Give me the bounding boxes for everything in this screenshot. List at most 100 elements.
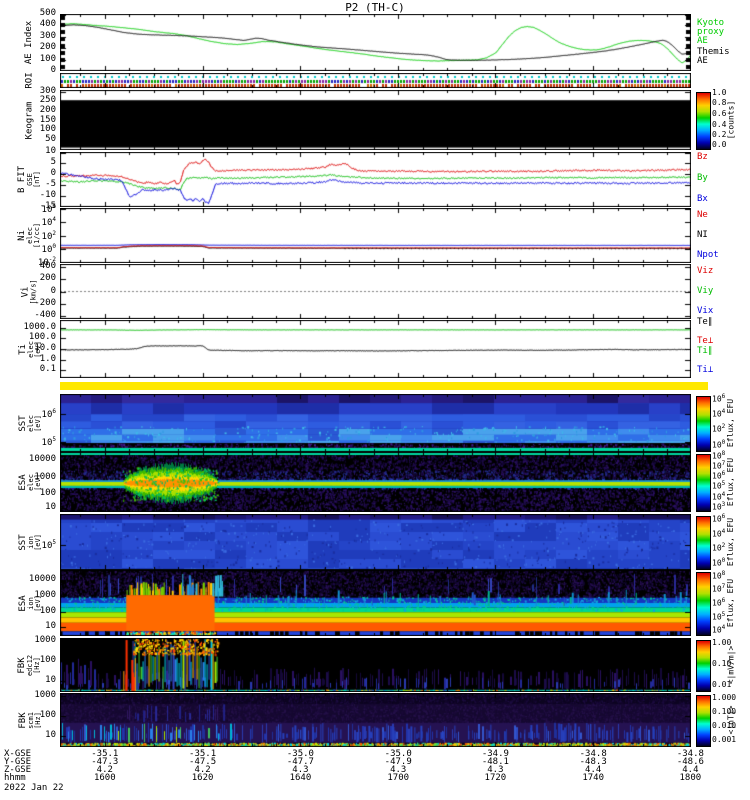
- vi-series-label: Viz: [697, 265, 714, 276]
- ae-ytick: 0: [50, 65, 56, 75]
- roi-highlight-bar: [60, 382, 708, 390]
- panel-esa_i: ESA ion [eV] 10000 1000 100 10 108 107 106 105 104 E…: [17, 570, 735, 636]
- esa_i-colorbar-tick: 105: [712, 610, 726, 622]
- sst_e-colorbar-tick: 100: [712, 438, 726, 450]
- fbk_e-colorbar-unit: <|mV/m|>: [724, 638, 738, 692]
- esa_e-ytick: 10: [45, 501, 56, 512]
- ae-canvas: [60, 14, 691, 71]
- ae-ytick: 100: [39, 53, 56, 64]
- esa_e-colorbar-tick: 108: [712, 450, 726, 461]
- fbk_e-canvas: [60, 638, 691, 692]
- panel-ti: Ti elec [eV] 1000.0 100.0 10.0 1.0 0.1 Te∥ Te⊥ Ti∥…: [17, 317, 713, 378]
- fbk_b-colorbar: [696, 695, 711, 747]
- sst_i-canvas: [60, 514, 691, 570]
- panel-vi: Vi [km/s] 400 200 0 -200 -400 Viz Viy Vix: [21, 262, 713, 320]
- sst_e-colorbar-tick: 102: [712, 423, 726, 435]
- esa_e-ytick: 10000: [28, 453, 56, 464]
- keo-colorbar-tick: 0.6: [712, 108, 727, 118]
- fbk_b-ytick: 1000: [34, 689, 56, 700]
- axis-value-X-GSE: -34.8: [676, 749, 704, 759]
- axis-value-Y-GSE: -48.1: [481, 757, 509, 767]
- keo-ytick: 100: [39, 124, 56, 135]
- esa_e-ytick: 100: [39, 488, 56, 498]
- ni-ytick: 10-2: [37, 255, 56, 268]
- esa_i-colorbar: [696, 572, 711, 636]
- axis-value-Z-GSE: 4.2: [96, 765, 113, 775]
- keo-ytick: 50: [45, 134, 56, 145]
- esa_e-colorbar-tick: 107: [712, 460, 726, 471]
- ti-ytick: 0.1: [39, 364, 56, 375]
- axis-value-X-GSE: -35.1: [91, 749, 119, 759]
- axis-value-X-GSE: -34.8: [579, 749, 607, 759]
- ti-series-label: Ti⊥: [697, 365, 714, 376]
- ti-canvas: [60, 320, 691, 378]
- sst_e-colorbar-unit-text: Eflux, EFU: [726, 398, 736, 448]
- sst_i-colorbar-tick: 100: [712, 556, 726, 568]
- esa_e-colorbar: [696, 454, 711, 512]
- axis-value-Y-GSE: -47.9: [384, 757, 412, 767]
- axis-date-label: 2022 Jan 22: [4, 783, 64, 793]
- esa_e-colorbar-tick: 106: [712, 470, 726, 482]
- esa_e-colorbar-tick: 103: [712, 500, 726, 512]
- fbk_b-ytick: 10: [45, 729, 56, 740]
- esa_e-colorbar-unit-text: Eflux, EFU: [726, 457, 736, 507]
- vi-ytick: 200: [39, 273, 56, 284]
- panel-sst_e: SST elec [eV] 106 105 106 104 102 100 Eflux, EFU: [17, 394, 735, 452]
- keo-ytick: 300: [39, 85, 56, 96]
- keo-ytick: 250: [39, 95, 56, 106]
- axis-value-Z-GSE: 4.4: [585, 765, 602, 775]
- panel-keo: Keogram 300 250 200 150 100 50 1.0 0.8 0.6 0.4 0.2 0…: [25, 86, 735, 150]
- sst_e-canvas: [60, 394, 691, 452]
- vi-series-label: Viy: [697, 286, 714, 297]
- axis-value-hhmm: 1700: [387, 773, 410, 783]
- fbk_b-colorbar-tick: 0.010: [712, 721, 737, 730]
- ti-ytick: 100.0: [28, 332, 56, 343]
- axis-row-label-hhmm: hhmm: [4, 773, 26, 783]
- keo-colorbar-tick: 0.0: [712, 140, 727, 150]
- esa_i-canvas: [60, 570, 691, 636]
- bfit-ytick: -10: [39, 190, 56, 200]
- ae-ytick: 500: [39, 8, 56, 18]
- fbk_e-colorbar-tick: 0.10: [712, 659, 732, 668]
- panel-bfit: B FIT GSE [nT] 10 5 0 -5 -10 -15 Bz By Bx: [18, 147, 708, 211]
- bfit-ytick: 5: [50, 157, 56, 167]
- esa_i-ytick: 10000: [28, 573, 56, 584]
- ni-series-label: NI: [697, 230, 708, 241]
- sst_e-ytick: 105: [41, 436, 56, 449]
- sst_i-colorbar-tick: 106: [712, 513, 726, 524]
- vi-ytick: 400: [39, 261, 56, 272]
- panel-esa_e: ESA elec [eV] 10000 1000 100 10 108 107 106 105 104…: [17, 451, 735, 512]
- ni-series-label: Npot: [697, 249, 719, 260]
- bfit-series-label: By: [697, 173, 708, 183]
- ae-series-label: Themis AE: [697, 47, 730, 67]
- sst_e-ytick: 106: [41, 408, 56, 421]
- axis-value-Y-GSE: -47.5: [189, 757, 217, 767]
- axis-value-Y-GSE: -48.6: [676, 757, 704, 767]
- fbk_e-ytick: 100: [39, 654, 56, 665]
- ti-ytick: 1.0: [39, 353, 56, 364]
- ni-ytick: 102: [41, 229, 56, 242]
- sst_e-colorbar-unit: Eflux, EFU: [724, 394, 738, 452]
- fbk_b-colorbar-tick: 0.001: [712, 735, 737, 744]
- ni-ytick: 104: [41, 216, 56, 229]
- axis-value-hhmm: 1720: [484, 773, 507, 783]
- esa_i-ytick: 1000: [34, 589, 56, 600]
- axis-value-X-GSE: -35.1: [189, 749, 217, 759]
- ni-ytick: 100: [41, 242, 56, 255]
- fbk_b-ytick: 100: [39, 709, 56, 720]
- ti-series-label: Ti∥: [697, 346, 713, 357]
- axis-value-hhmm: 1740: [582, 773, 605, 783]
- keo-colorbar-tick: 0.4: [712, 119, 727, 129]
- sst_e-colorbar-tick: 104: [712, 408, 726, 420]
- ti-series-label: Te⊥: [697, 336, 714, 347]
- keo-canvas: [60, 90, 691, 150]
- bfit-ytick: -5: [45, 179, 56, 189]
- axis-value-hhmm: 1800: [679, 773, 702, 783]
- keo-colorbar-unit-text: [counts]: [726, 100, 735, 140]
- vi-ytick: 0: [50, 285, 56, 296]
- vi-ytick: -200: [34, 297, 56, 308]
- panel-ae: AE Index 500 400 300 200 100 0 Kyoto proxy AE Th…: [24, 9, 729, 75]
- sst_i-colorbar-tick: 102: [712, 542, 726, 553]
- fbk_b-colorbar-tick: 1.000: [712, 693, 737, 702]
- keo-ytick: 150: [39, 114, 56, 125]
